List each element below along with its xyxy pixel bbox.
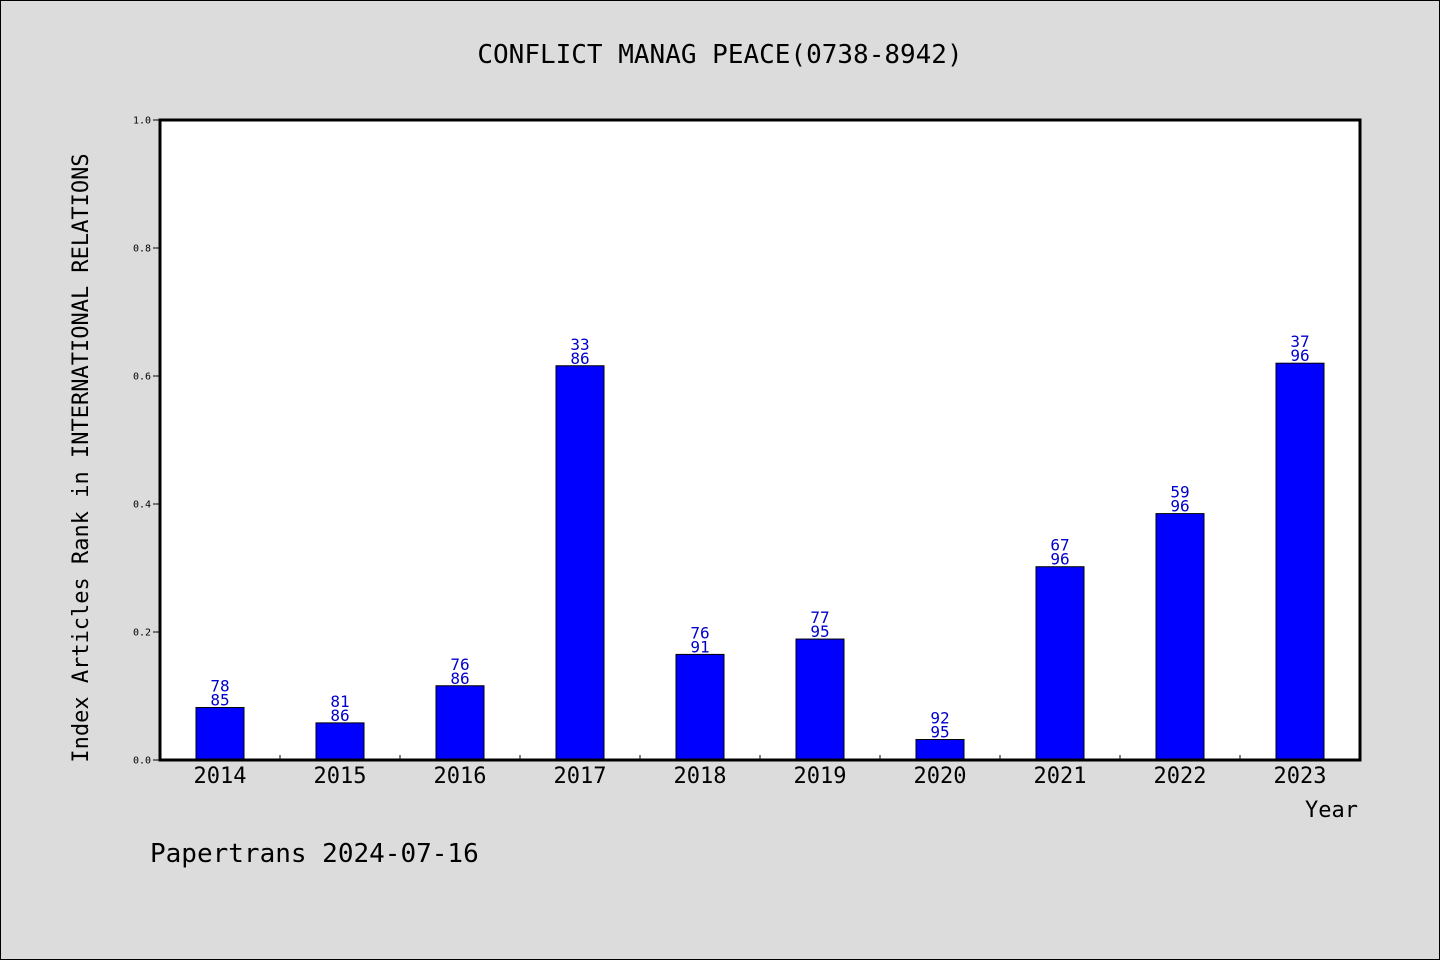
x-tick-label: 2023 (1274, 764, 1327, 789)
bar-label-rank: 76 (450, 655, 469, 674)
bar-2023 (1275, 362, 1325, 761)
x-tick-label: 2017 (554, 764, 607, 789)
bar-2022 (1155, 513, 1205, 761)
x-tick-label: 2022 (1154, 764, 1207, 789)
bar-label-rank: 59 (1170, 483, 1189, 502)
bar-label-total: 85 (210, 691, 229, 710)
y-tick-label: 0.0 (133, 756, 151, 767)
y-tick-label: 1.0 (133, 116, 151, 127)
bar-label-rank: 77 (810, 608, 829, 627)
bar-label-rank: 92 (930, 709, 949, 728)
bar-label-rank: 37 (1290, 332, 1309, 351)
y-tick-label: 0.2 (133, 628, 151, 639)
bar-label-total: 86 (570, 349, 589, 368)
bar-label-total: 91 (690, 637, 709, 656)
bar-2015 (315, 722, 365, 761)
bar-label-total: 96 (1170, 497, 1189, 516)
x-tick-label: 2018 (674, 764, 727, 789)
y-axis-label: Index Articles Rank in INTERNATIONAL REL… (69, 153, 94, 762)
x-tick-label: 2020 (914, 764, 967, 789)
x-tick-label: 2016 (434, 764, 487, 789)
y-ticks-group: 0.0 0.2 0.4 0.6 0.8 1.0 (133, 116, 160, 767)
bar-label-rank: 67 (1050, 536, 1069, 555)
bar-2016 (435, 685, 485, 761)
bar-label-rank: 78 (210, 677, 229, 696)
bar-2020 (915, 739, 965, 761)
x-tick-label: 2019 (794, 764, 847, 789)
x-tick-label: 2014 (194, 764, 247, 789)
plot-border (158, 118, 1362, 762)
bar-label-rank: 76 (690, 623, 709, 642)
x-axis-label: Year (1305, 798, 1358, 823)
bar-label-total: 96 (1290, 346, 1309, 365)
chart-title: CONFLICT MANAG PEACE(0738-8942) (477, 40, 962, 70)
x-ticks-group: 2014 2015 2016 2017 2018 2019 2020 2021 2022 2023 (194, 755, 1327, 789)
bar-label-total: 95 (810, 622, 829, 641)
x-tick-label: 2015 (314, 764, 367, 789)
y-tick-label: 0.4 (133, 500, 151, 511)
y-tick-label: 0.6 (133, 372, 151, 383)
bar-2019 (795, 638, 845, 761)
bar-2017 (555, 365, 605, 761)
bar-label-total: 96 (1050, 550, 1069, 569)
bar-label-rank: 33 (570, 335, 589, 354)
footer-text: Papertrans 2024-07-16 (150, 839, 479, 869)
bar-2021 (1035, 566, 1085, 761)
x-tick-label: 2021 (1034, 764, 1087, 789)
bar-2014 (195, 707, 245, 761)
bar-label-total: 86 (450, 669, 469, 688)
bar-2018 (675, 653, 725, 761)
y-tick-label: 0.8 (133, 244, 151, 255)
bar-label-rank: 81 (330, 692, 349, 711)
bar-label-total: 86 (330, 706, 349, 725)
bars-group (195, 362, 1325, 761)
bar-label-total: 95 (930, 723, 949, 742)
